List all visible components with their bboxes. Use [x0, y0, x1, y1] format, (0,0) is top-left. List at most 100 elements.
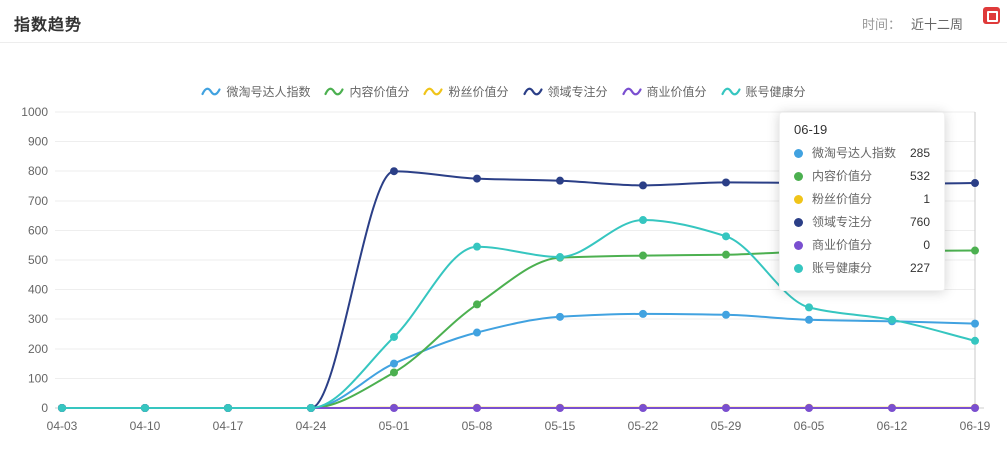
data-point[interactable]	[473, 300, 481, 309]
tooltip-series-value: 0	[923, 238, 930, 252]
legend-item-4[interactable]: 领域专注分	[522, 83, 608, 100]
chart-legend: 微淘号达人指数 内容价值分 粉丝价值分 领域专注分 商业价值分 账号健康分	[0, 83, 1007, 100]
data-point[interactable]	[805, 404, 813, 412]
data-point[interactable]	[639, 216, 647, 225]
legend-item-label: 粉丝价值分	[448, 85, 509, 99]
legend-line-icon	[720, 87, 741, 95]
data-point[interactable]	[971, 404, 979, 412]
x-axis-label: 06-12	[877, 419, 908, 433]
data-point[interactable]	[390, 404, 398, 412]
data-point[interactable]	[971, 319, 979, 328]
data-point[interactable]	[971, 336, 979, 345]
data-point[interactable]	[390, 368, 398, 377]
data-point[interactable]	[722, 310, 730, 319]
x-axis-label: 04-24	[296, 419, 327, 433]
data-point[interactable]	[307, 404, 315, 412]
data-point[interactable]	[473, 174, 481, 183]
tooltip-series-label: 商业价值分	[812, 238, 873, 252]
tooltip-series-value: 227	[909, 261, 930, 275]
legend-item-label: 内容价值分	[349, 85, 410, 99]
legend-item-3[interactable]: 粉丝价值分	[423, 83, 509, 100]
x-axis-label: 05-15	[545, 419, 576, 433]
panel-header: 指数趋势 时间： 近十二周	[0, 0, 1007, 43]
series-dot-icon	[794, 171, 803, 181]
legend-line-icon	[201, 87, 222, 95]
data-point[interactable]	[805, 315, 813, 324]
data-point[interactable]	[556, 404, 564, 412]
legend-item-5[interactable]: 商业价值分	[621, 83, 707, 100]
data-point[interactable]	[390, 332, 398, 341]
tooltip-row: 账号健康分 227	[794, 261, 930, 275]
tooltip-series-label: 领域专注分	[812, 215, 873, 229]
data-point[interactable]	[473, 328, 481, 337]
data-point[interactable]	[639, 181, 647, 190]
time-filter-label: 时间：	[861, 17, 901, 32]
data-point[interactable]	[224, 404, 232, 412]
data-point[interactable]	[639, 309, 647, 318]
tooltip-series-label: 粉丝价值分	[812, 192, 873, 206]
legend-line-icon	[423, 87, 444, 95]
time-filter[interactable]: 时间： 近十二周	[862, 14, 963, 33]
y-axis-label: 400	[28, 283, 48, 297]
data-point[interactable]	[390, 359, 398, 368]
tooltip-row: 内容价值分 532	[794, 169, 930, 183]
data-point[interactable]	[473, 242, 481, 251]
y-axis-label: 500	[28, 253, 48, 267]
legend-line-icon	[324, 87, 345, 95]
series-dot-icon	[794, 194, 803, 204]
tooltip-series-value: 760	[909, 215, 930, 229]
tooltip-series-value: 285	[909, 146, 930, 160]
data-point[interactable]	[390, 167, 398, 176]
data-point[interactable]	[639, 404, 647, 412]
data-point[interactable]	[888, 404, 896, 412]
data-point[interactable]	[473, 404, 481, 412]
tooltip-series-value: 1	[923, 192, 930, 206]
series-dot-icon	[794, 240, 803, 250]
x-axis-label: 05-08	[462, 419, 493, 433]
x-axis-label: 05-22	[628, 419, 659, 433]
data-point[interactable]	[722, 178, 730, 187]
legend-item-2[interactable]: 内容价值分	[324, 83, 409, 100]
legend-item-label: 账号健康分	[745, 85, 806, 99]
legend-item-1[interactable]: 微淘号达人指数	[201, 83, 310, 100]
data-point[interactable]	[556, 176, 564, 185]
x-axis-label: 05-29	[711, 419, 742, 433]
data-point[interactable]	[556, 253, 564, 262]
time-filter-value[interactable]: 近十二周	[910, 17, 963, 32]
legend-item-6[interactable]: 账号健康分	[720, 83, 806, 100]
legend-item-label: 商业价值分	[646, 85, 707, 99]
x-axis-label: 06-19	[960, 419, 991, 433]
top-right-red-icon[interactable]	[983, 7, 1000, 24]
data-point[interactable]	[722, 232, 730, 241]
data-point[interactable]	[722, 250, 730, 259]
tooltip-date: 06-19	[794, 122, 828, 137]
y-axis-label: 100	[28, 371, 48, 385]
chart-tooltip: 06-19 微淘号达人指数 285 内容价值分 532 粉丝价值分 1 领域专注分 760 商业…	[779, 112, 945, 291]
y-axis-label: 300	[28, 312, 48, 326]
tooltip-rows: 微淘号达人指数 285 内容价值分 532 粉丝价值分 1 领域专注分 760 商业价值分 0 账号…	[794, 146, 930, 275]
data-point[interactable]	[971, 246, 979, 255]
series-line-1	[61, 312, 976, 410]
tooltip-row: 粉丝价值分 1	[794, 192, 930, 206]
y-axis-label: 600	[28, 223, 48, 237]
data-point[interactable]	[805, 303, 813, 312]
x-axis-label: 04-10	[130, 419, 161, 433]
data-point[interactable]	[971, 179, 979, 188]
data-point[interactable]	[722, 404, 730, 412]
tooltip-row: 商业价值分 0	[794, 238, 930, 252]
legend-line-icon	[522, 87, 543, 95]
page-title: 指数趋势	[14, 17, 83, 34]
x-axis-label: 04-17	[213, 419, 244, 433]
tooltip-series-label: 微淘号达人指数	[812, 146, 897, 160]
data-point[interactable]	[556, 312, 564, 321]
series-dot-icon	[794, 217, 803, 227]
y-axis-label: 200	[28, 342, 48, 356]
legend-line-icon	[621, 87, 642, 95]
tooltip-row: 微淘号达人指数 285	[794, 146, 930, 160]
data-point[interactable]	[639, 251, 647, 260]
data-point[interactable]	[141, 404, 149, 412]
data-point[interactable]	[58, 404, 66, 412]
tooltip-series-value: 532	[909, 169, 930, 183]
data-point[interactable]	[888, 315, 896, 324]
